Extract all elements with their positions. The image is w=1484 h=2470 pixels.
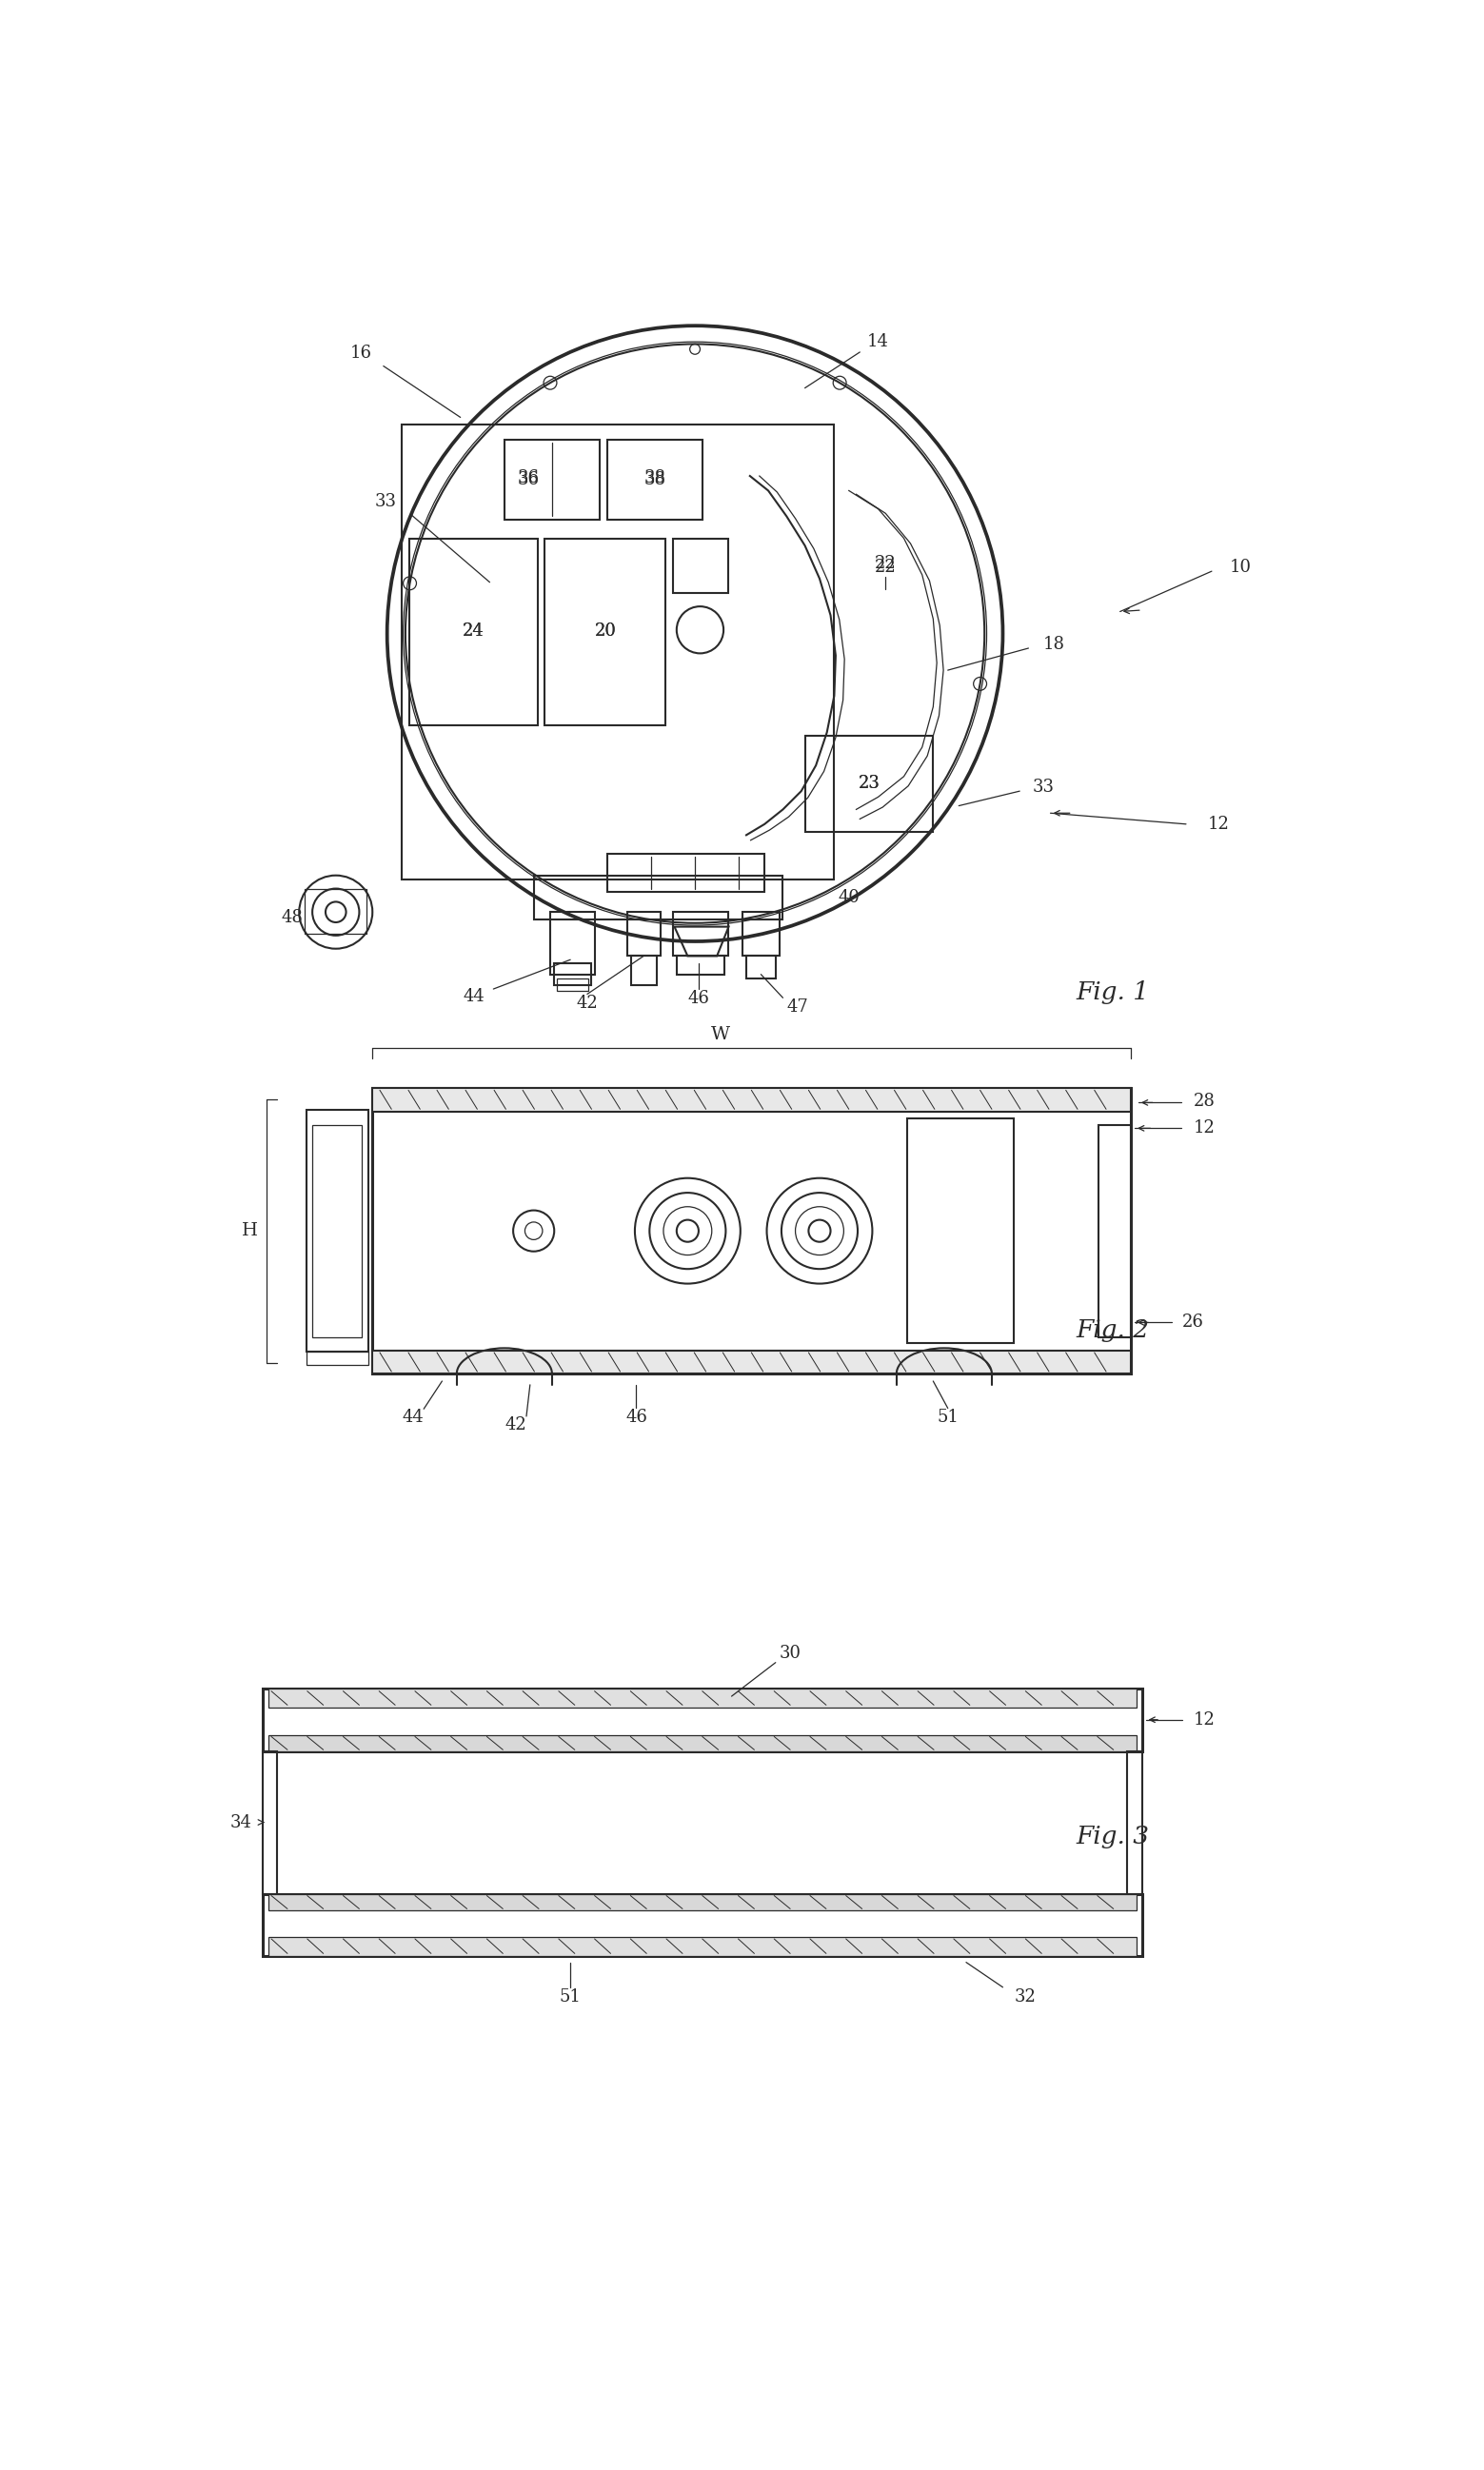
Text: 10: 10	[1230, 558, 1252, 576]
Bar	[551, 911, 595, 973]
Text: 36: 36	[518, 469, 540, 487]
Bar	[372, 1351, 1131, 1373]
Bar	[742, 911, 779, 956]
Text: 26: 26	[1183, 1314, 1204, 1331]
Bar	[628, 911, 660, 956]
Text: 24: 24	[463, 622, 484, 640]
Bar	[672, 911, 729, 956]
Text: 18: 18	[1043, 635, 1066, 652]
Bar	[410, 538, 537, 726]
Text: 12: 12	[1208, 815, 1230, 832]
Text: 23: 23	[859, 776, 880, 793]
Bar	[307, 1351, 370, 1366]
Text: 51: 51	[936, 1410, 959, 1425]
Text: 28: 28	[1193, 1092, 1215, 1109]
Bar	[672, 538, 729, 593]
Text: 44: 44	[463, 988, 484, 1005]
Bar	[372, 1087, 1131, 1373]
Text: 20: 20	[595, 622, 616, 640]
Bar	[908, 1119, 1014, 1344]
Text: 38: 38	[644, 472, 666, 489]
Text: H: H	[242, 1223, 258, 1240]
Bar	[534, 874, 784, 919]
Text: 48: 48	[280, 909, 303, 926]
Bar	[263, 1894, 1143, 1956]
Text: 34: 34	[230, 1813, 251, 1830]
Text: W: W	[711, 1025, 730, 1042]
Text: 14: 14	[867, 333, 889, 351]
Bar	[554, 963, 591, 986]
Bar	[306, 889, 367, 934]
Bar	[607, 855, 764, 892]
Text: 12: 12	[1193, 1119, 1215, 1136]
Bar	[263, 1689, 1143, 1751]
Text: 46: 46	[625, 1410, 647, 1425]
Bar	[269, 1936, 1137, 1956]
Text: 24: 24	[463, 622, 484, 640]
Text: 36: 36	[518, 472, 540, 489]
Bar	[1128, 1751, 1143, 1894]
Text: 32: 32	[1014, 1988, 1036, 2006]
Bar	[269, 1689, 1137, 1707]
Bar	[372, 1087, 1131, 1112]
Bar	[402, 425, 834, 879]
Text: 22: 22	[874, 558, 896, 576]
Bar	[804, 736, 933, 832]
Bar	[505, 440, 600, 521]
Bar	[263, 1751, 278, 1894]
Text: 33: 33	[1031, 778, 1054, 795]
Text: 20: 20	[595, 622, 616, 640]
Text: 46: 46	[687, 990, 709, 1008]
Bar	[312, 1124, 362, 1336]
Text: 23: 23	[859, 776, 880, 793]
Text: 42: 42	[505, 1415, 527, 1433]
Bar	[545, 538, 666, 726]
Bar	[677, 956, 724, 973]
Text: Fig. 2: Fig. 2	[1076, 1319, 1150, 1341]
Text: 51: 51	[559, 1988, 582, 2006]
Bar	[607, 440, 702, 521]
Text: 38: 38	[644, 469, 666, 487]
Bar	[1098, 1124, 1131, 1336]
Bar	[307, 1109, 370, 1351]
Bar	[631, 956, 657, 986]
Text: 22: 22	[874, 556, 896, 573]
Bar	[746, 956, 776, 978]
Text: 47: 47	[787, 998, 809, 1015]
Text: 12: 12	[1193, 1712, 1215, 1729]
Bar	[269, 1894, 1137, 1909]
Bar	[269, 1734, 1137, 1751]
Text: 33: 33	[374, 494, 396, 511]
Bar	[556, 978, 588, 990]
Text: 16: 16	[350, 346, 372, 363]
Text: 42: 42	[576, 995, 598, 1013]
Text: 44: 44	[402, 1410, 423, 1425]
Text: 40: 40	[838, 889, 859, 906]
Text: Fig. 3: Fig. 3	[1076, 1825, 1150, 1850]
Text: 30: 30	[779, 1645, 801, 1662]
Text: Fig. 1: Fig. 1	[1076, 981, 1150, 1005]
